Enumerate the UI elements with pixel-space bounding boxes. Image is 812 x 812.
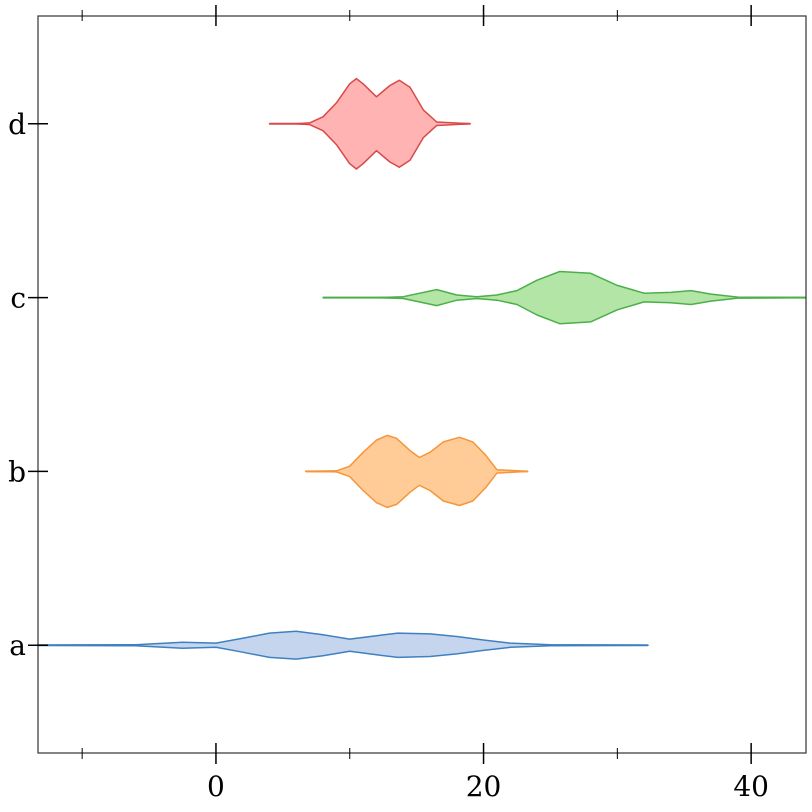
plot-area [38,77,806,660]
y-tick-label: d [8,108,26,141]
violin-body [322,270,806,325]
x-tick-label: 40 [733,770,769,803]
frame [37,15,807,754]
violin-body [38,630,649,660]
x-tick-label: 20 [466,770,502,803]
x-tick-label: 0 [207,770,225,803]
violin-body [304,434,529,509]
violin-body [268,77,471,170]
y-tick-label: a [9,629,26,662]
y-tick-label: b [8,455,26,488]
y-tick-label: c [10,282,26,315]
